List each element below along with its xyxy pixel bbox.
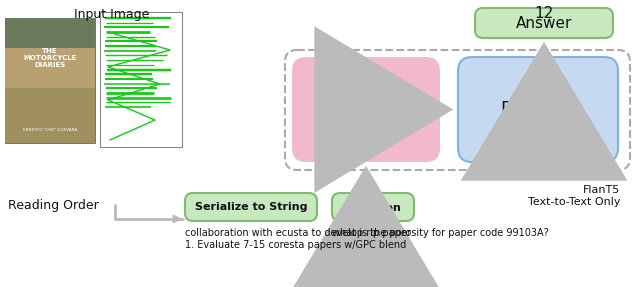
Bar	[5, 18, 95, 143]
Text: Reading Order: Reading Order	[8, 199, 99, 212]
Bar	[5, 18, 95, 48]
FancyBboxPatch shape	[332, 193, 414, 221]
Text: Decoder: Decoder	[500, 100, 576, 119]
Text: Answer: Answer	[516, 15, 572, 30]
Text: THE
MOTORCYCLE
DIARIES: THE MOTORCYCLE DIARIES	[23, 48, 77, 68]
Text: Input Image: Input Image	[74, 8, 150, 21]
Text: ERNESTO "CHE" GUEVARA: ERNESTO "CHE" GUEVARA	[23, 128, 77, 132]
FancyBboxPatch shape	[458, 57, 618, 162]
FancyBboxPatch shape	[292, 57, 440, 162]
Text: Encoder: Encoder	[329, 100, 403, 119]
Text: Serialize to String: Serialize to String	[195, 202, 307, 212]
FancyBboxPatch shape	[185, 193, 317, 221]
Bar	[5, 88, 95, 143]
Bar	[100, 12, 182, 147]
Text: what is the porosity for paper code 99103A?: what is the porosity for paper code 9910…	[332, 228, 548, 238]
Text: FlanT5
Text-to-Text Only: FlanT5 Text-to-Text Only	[527, 185, 620, 207]
Text: collaboration with ecusta to develop rip paper
1. Evaluate 7-15 coresta papers w: collaboration with ecusta to develop rip…	[185, 228, 411, 250]
Text: Question: Question	[345, 202, 401, 212]
Bar	[5, 48, 95, 88]
FancyBboxPatch shape	[475, 8, 613, 38]
Text: 12: 12	[534, 6, 554, 21]
